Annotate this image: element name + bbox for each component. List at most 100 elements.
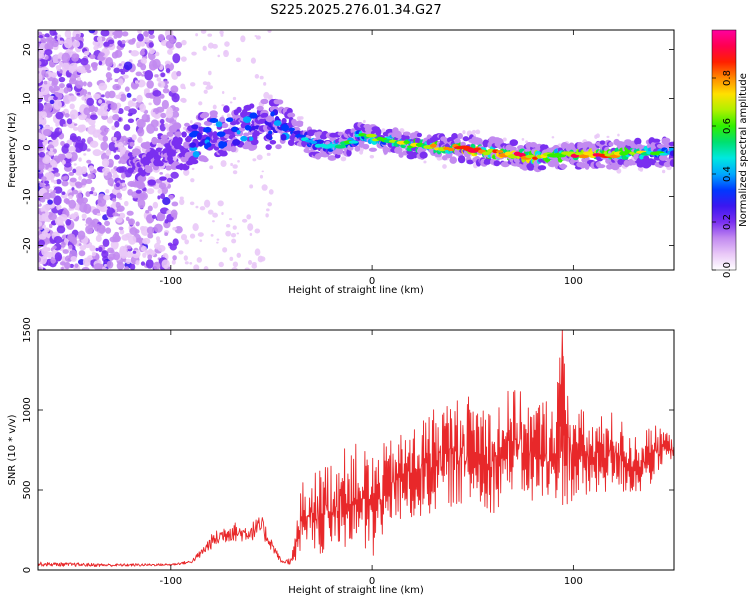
spectrogram-cell <box>48 223 53 229</box>
ridge-core-cell <box>575 152 584 156</box>
spectrogram-cell <box>56 178 62 185</box>
spectrogram-cell <box>148 30 155 35</box>
spectrogram-cell <box>661 169 666 174</box>
ridge-halo-cell <box>558 164 568 169</box>
spectrogram-cell <box>67 87 72 92</box>
ridge-blob-cell <box>203 126 212 133</box>
ridge-halo-cell <box>230 146 237 153</box>
spectrogram-cell <box>42 128 52 137</box>
spectrogram-cell <box>38 132 43 140</box>
spectrogram-cell <box>125 232 132 238</box>
spectrogram-cell <box>41 246 49 256</box>
spectrogram-cell <box>235 57 242 63</box>
ridge-halo-cell <box>145 165 153 171</box>
ridge-band-cell <box>177 136 183 144</box>
spectrogram-cell <box>617 133 620 137</box>
spectrogram-cell <box>73 126 79 131</box>
ridge-halo-cell <box>362 143 370 150</box>
spectrogram-cell <box>136 94 143 103</box>
spectrogram-cell <box>78 142 88 152</box>
spectrogram-cell <box>242 218 248 223</box>
spectrogram-cell <box>249 184 254 189</box>
ridge-band-cell <box>155 147 162 153</box>
ridge-halo-cell <box>402 131 411 136</box>
spectrogram-cell <box>38 200 41 205</box>
spectrogram-cell <box>212 104 217 110</box>
spectrogram-cell <box>81 213 87 219</box>
spectrogram-cell <box>131 82 140 89</box>
spectrogram-cell <box>64 113 70 118</box>
ridge-halo-cell <box>599 140 606 145</box>
spectrogram-cell <box>42 192 52 200</box>
spectrogram-cell <box>232 164 238 169</box>
spectrogram-cell <box>225 230 232 237</box>
spectrogram-cell <box>78 113 87 121</box>
spectrogram-cell <box>40 86 50 96</box>
spectrogram-cell <box>63 86 69 94</box>
spectrogram-cell <box>247 223 254 231</box>
spectrogram-cell <box>259 174 264 179</box>
spectrogram-cell <box>60 241 66 248</box>
spectrogram-cell <box>165 34 174 41</box>
ridge-halo-cell <box>256 105 264 111</box>
spectrogram-cell <box>203 266 209 270</box>
spectrogram-cell <box>56 65 61 72</box>
spectrogram-cell <box>60 141 65 146</box>
spectrogram-cell <box>208 70 212 76</box>
spectrogram-cell <box>136 118 146 129</box>
spectrogram-cell <box>110 168 116 174</box>
spectrogram-cell <box>101 250 107 254</box>
ridge-halo-cell <box>493 160 501 167</box>
spectrogram-cell <box>101 158 110 168</box>
spectrogram-cell <box>54 91 59 96</box>
snr-line <box>38 356 674 568</box>
colorbar-frame <box>711 29 737 271</box>
ridge-blob-cell <box>196 132 202 140</box>
spectrogram-cell <box>137 30 142 34</box>
spectrogram-cell <box>107 66 111 71</box>
spectrogram-cell <box>104 91 111 99</box>
spectrogram-cell <box>139 50 145 56</box>
spectrogram-cell <box>135 259 140 266</box>
ridge-halo-cell <box>181 131 187 138</box>
ridge-halo-cell <box>175 131 182 136</box>
spectrogram-cell <box>140 226 150 236</box>
spectrogram-cell <box>74 82 78 86</box>
spectrogram-cell <box>127 138 132 143</box>
spectrogram-cell <box>146 226 155 235</box>
spectrogram-cell <box>179 196 184 200</box>
ridge-core-cell <box>496 150 504 153</box>
spectrogram-cell <box>196 257 202 263</box>
spectrogram-cell <box>132 249 141 259</box>
spectrogram-cell <box>127 189 133 196</box>
spectrogram-cell <box>49 147 54 152</box>
spectrogram-cell <box>146 80 154 89</box>
spectrogram-cell <box>95 247 99 252</box>
spectrogram-cell <box>78 175 82 181</box>
spectrogram-cell <box>184 239 190 245</box>
spectrogram-cell <box>154 51 160 57</box>
spectrogram-cell <box>195 33 199 37</box>
spectrogram-cell <box>57 58 61 62</box>
spectrogram-cell <box>95 234 102 243</box>
spectrogram-cell <box>38 256 42 263</box>
spectrogram-cell <box>53 96 58 101</box>
spectrogram-cell <box>78 157 82 162</box>
spectrogram-cell <box>222 247 228 253</box>
ridge-halo-cell <box>457 155 466 164</box>
snr-y-tick-label: 1000 <box>22 397 33 422</box>
spectrogram-cell <box>43 80 48 85</box>
ridge-halo-cell <box>129 141 135 147</box>
spectrogram-cell <box>113 67 121 74</box>
spectrogram-x-axis-label: Height of straight line (km) <box>288 285 424 296</box>
spectrogram-cell <box>74 123 78 126</box>
ridge-halo-cell <box>140 170 147 177</box>
ridge-blob-cell <box>191 124 198 130</box>
spectrogram-cell <box>164 122 169 128</box>
spectrogram-cell <box>53 186 63 194</box>
spectrogram-cell <box>132 97 137 102</box>
ridge-band-cell <box>165 145 172 150</box>
spectrogram-cell <box>100 141 109 151</box>
spectrogram-cell <box>38 125 41 130</box>
spectrogram-cell <box>165 63 171 70</box>
